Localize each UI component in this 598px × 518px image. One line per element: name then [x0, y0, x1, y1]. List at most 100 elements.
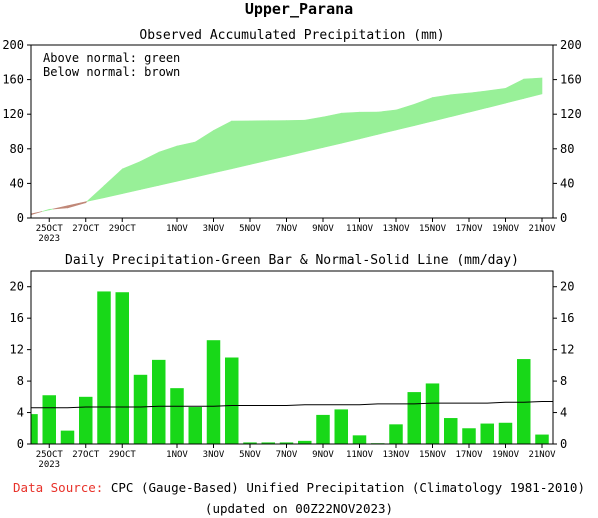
daily-xtick-label: 11NOV [346, 450, 374, 460]
daily-ytick-label-left: 20 [10, 280, 24, 294]
daily-precip-bar [243, 442, 257, 444]
accum-xtick-label: 1NOV [166, 224, 188, 234]
daily-xtick-label: 5NOV [239, 450, 261, 460]
daily-ytick-label-right: 8 [560, 374, 567, 388]
accum-year-label: 2023 [38, 234, 60, 244]
data-source-label: Data Source: [13, 480, 104, 495]
daily-ytick-label-left: 16 [10, 311, 24, 325]
daily-precip-bar [535, 434, 549, 444]
accum-ytick-label-left: 160 [2, 73, 24, 87]
daily-xtick-label: 1NOV [166, 450, 188, 460]
accum-xtick-label: 27OCT [72, 224, 100, 234]
accum-xtick-label: 13NOV [382, 224, 410, 234]
accum-band-segment [67, 201, 87, 209]
daily-precip-bar [133, 374, 148, 444]
daily-precip-bar [334, 409, 348, 444]
daily-precip-bar [31, 414, 38, 444]
accum-band-segment [267, 120, 287, 161]
accum-band-segment [322, 112, 342, 148]
daily-xtick-label: 9NOV [312, 450, 334, 460]
accum-band-segment [413, 97, 433, 126]
data-source-text: CPC (Gauge-Based) Unified Precipitation … [110, 480, 585, 495]
accum-band-segment [140, 151, 160, 190]
daily-xtick-label: 19NOV [492, 450, 520, 460]
accum-ytick-label-right: 160 [560, 73, 582, 87]
accum-ytick-label-left: 120 [2, 107, 24, 121]
accum-xtick-label: 15NOV [419, 224, 447, 234]
updated-timestamp: (updated on 00Z22NOV2023) [204, 501, 394, 516]
accum-band-segment [395, 103, 415, 131]
accum-xtick-label: 5NOV [239, 224, 261, 234]
accum-xtick-label: 25OCT [36, 224, 64, 234]
accum-band-segment [249, 120, 269, 165]
accum-band-segment [122, 160, 141, 194]
accum-band-segment [486, 88, 506, 109]
accum-xtick-label: 21NOV [528, 224, 556, 234]
daily-ytick-label-right: 12 [560, 343, 574, 357]
accum-band-segment [158, 145, 178, 186]
accum-band-segment [468, 90, 488, 113]
daily-ytick-label-right: 16 [560, 311, 574, 325]
accum-band-segment [48, 208, 53, 211]
page-title: Upper_Parana [244, 0, 354, 18]
daily-precip-bar [97, 291, 111, 444]
daily-precip-bar [444, 418, 458, 444]
accum-ytick-label-right: 120 [560, 107, 582, 121]
accum-band-segment [432, 94, 452, 122]
daily-xtick-label: 17NOV [455, 450, 483, 460]
daily-ytick-label-left: 12 [10, 343, 24, 357]
accum-band-segment [176, 141, 196, 182]
accum-band-segment [523, 77, 543, 99]
daily-xtick-label: 27OCT [72, 450, 100, 460]
daily-precip-bar [206, 340, 221, 444]
daily-ytick-label-left: 8 [17, 374, 24, 388]
accum-ytick-label-left: 40 [10, 176, 24, 190]
accum-band-segment [377, 109, 397, 135]
daily-precip-bar [352, 435, 367, 444]
accum-band-segment [286, 119, 306, 157]
daily-precip-bar [115, 292, 129, 444]
daily-precip-bar [498, 422, 513, 444]
daily-precip-bar [407, 392, 421, 444]
daily-precip-bar [42, 395, 56, 444]
daily-precip-bar [298, 440, 312, 444]
accum-band-segment [231, 120, 251, 170]
accum-band-segment [103, 168, 123, 199]
daily-precip-bar [152, 359, 166, 444]
accum-xtick-label: 7NOV [276, 224, 298, 234]
daily-normal-line [31, 401, 553, 409]
accum-band-segment [41, 208, 50, 212]
daily-precip-bar [261, 442, 275, 444]
accum-plot-frame [30, 44, 554, 219]
daily-precip-bar [425, 383, 440, 444]
accum-band-segment [505, 78, 525, 104]
daily-ytick-label-left: 0 [17, 437, 24, 451]
accum-ytick-label-right: 200 [560, 38, 582, 52]
accum-band-segment [359, 111, 379, 140]
daily-year-label: 2023 [38, 460, 60, 470]
daily-ytick-label-right: 20 [560, 280, 574, 294]
daily-xtick-label: 21NOV [528, 450, 556, 460]
accum-xtick-label: 29OCT [109, 224, 137, 234]
daily-chart-title: Daily Precipitation-Green Bar & Normal-S… [65, 253, 519, 268]
accum-band-segment [340, 111, 360, 144]
accum-ytick-label-left: 200 [2, 38, 24, 52]
daily-precip-bar [279, 442, 294, 444]
data-source-line: Data Source: CPC (Gauge-Based) Unified P… [0, 480, 598, 495]
daily-precip-bar [60, 430, 75, 444]
daily-xtick-label: 29OCT [109, 450, 137, 460]
daily-precip-bar [517, 359, 531, 444]
accum-ytick-label-left: 80 [10, 142, 24, 156]
accum-annotation: Above normal: green [43, 51, 180, 65]
daily-ytick-label-right: 4 [560, 406, 567, 420]
accum-band-segment [304, 116, 324, 153]
accum-annotation: Below normal: brown [43, 65, 180, 79]
daily-precip-bar [225, 357, 239, 444]
daily-plot-frame [30, 270, 554, 445]
daily-precip-bar [79, 396, 93, 444]
accum-xtick-label: 3NOV [203, 224, 225, 234]
accum-ytick-label-right: 0 [560, 211, 567, 225]
accum-xtick-label: 17NOV [455, 224, 483, 234]
daily-xtick-label: 7NOV [276, 450, 298, 460]
